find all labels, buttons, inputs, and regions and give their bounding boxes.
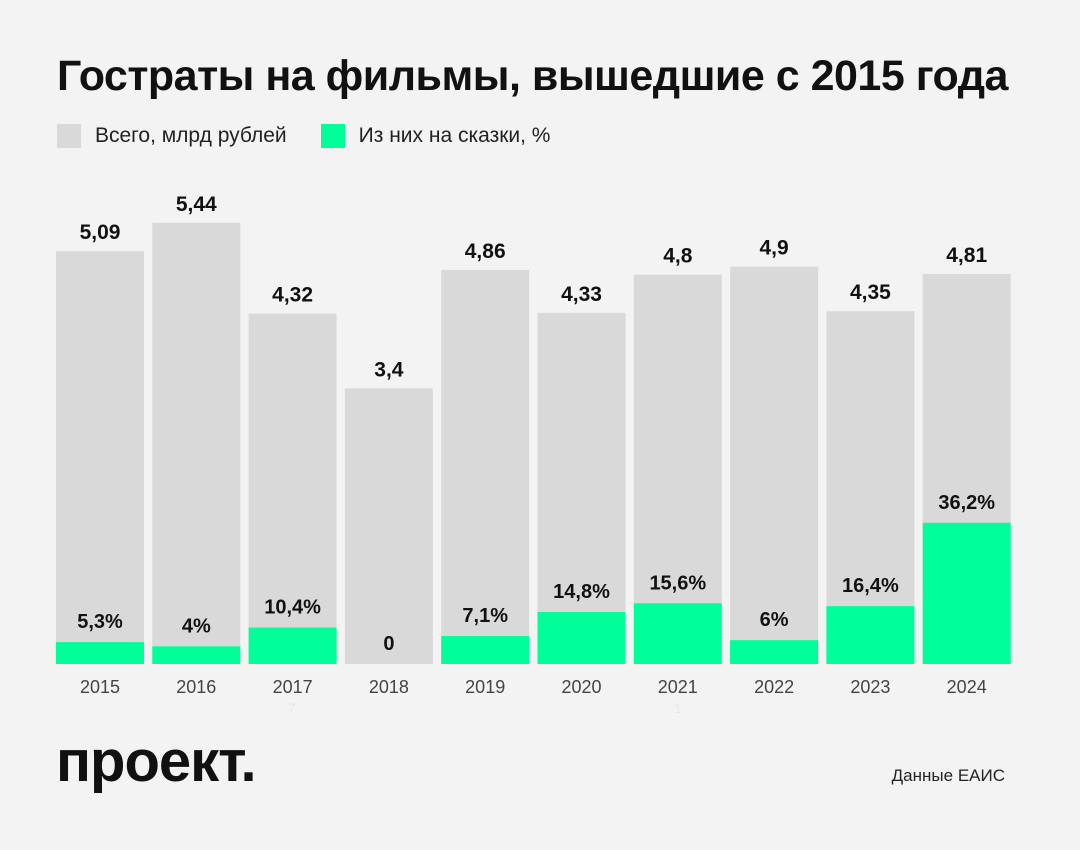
legend-item-total: Всего, млрд рублей [57,124,287,148]
label-fairy-2019: 7,1% [462,605,508,627]
label-total-2019: 4,86 [465,240,506,263]
bar-fairy-2022 [730,640,819,664]
x-tick-2022: 2022 [754,677,794,697]
bar-total-2016 [152,222,241,665]
label-total-2023: 4,35 [850,281,891,304]
bar-total-2018 [344,388,433,664]
x-tick-2024: 2024 [947,677,987,697]
source-note: Данные ЕАИС [891,766,1005,785]
label-total-2022: 4,9 [759,237,788,260]
x-tick-2017: 2017 [273,677,313,697]
label-fairy-2022: 6% [760,609,789,631]
x-tick-2018: 2018 [369,677,409,697]
faint-note-2017: 7 [288,700,296,716]
label-total-2018: 3,4 [374,358,404,381]
label-total-2015: 5,09 [80,221,121,244]
label-total-2016: 5,44 [176,193,217,216]
bar-fairy-2023 [826,606,915,664]
bar-total-2021 [633,274,722,664]
bar-fairy-2020 [537,612,626,664]
label-fairy-2018: 0 [383,633,394,655]
bar-fairy-2019 [441,636,530,664]
bar-fairy-2015 [56,642,144,664]
bar-total-2020 [537,312,626,664]
x-tick-2015: 2015 [80,677,120,697]
label-total-2017: 4,32 [272,284,313,307]
label-total-2021: 4,8 [663,245,693,268]
label-fairy-2023: 16,4% [842,575,899,597]
bar-total-2015 [56,251,144,664]
label-total-2024: 4,81 [946,244,987,267]
bar-fairy-2017 [248,627,337,664]
bar-total-2023 [826,311,915,664]
x-tick-2021: 2021 [658,677,698,697]
brand-logo: проект. [56,729,257,794]
faint-note-2021: 1 [674,700,682,716]
bar-total-2022 [730,266,819,664]
label-total-2020: 4,33 [561,283,602,306]
legend-swatch-fairy [320,124,345,148]
label-fairy-2015: 5,3% [77,611,123,633]
x-tick-2023: 2023 [850,677,890,697]
label-fairy-2016: 4% [182,615,211,637]
legend-label-fairy: Из них на сказки, % [358,124,551,147]
chart-title: Гострaты на фильмы, вышедшие с 2015 года [57,52,1008,100]
bar-chart: 5,09 5,3% 2015 5,44 4% 2016 4,32 10,4% 2017 3,4 0 2… [56,193,1011,697]
label-fairy-2024: 36,2% [938,492,995,514]
label-fairy-2020: 14,8% [553,581,610,603]
label-fairy-2017: 10,4% [264,597,321,619]
legend-swatch-total [57,124,81,148]
label-fairy-2021: 15,6% [649,572,706,594]
legend-item-fairy: Из них на сказки, % [320,124,551,148]
x-tick-2020: 2020 [561,677,601,697]
bar-fairy-2016 [152,646,241,664]
bar-fairy-2021 [633,603,722,664]
x-tick-2016: 2016 [176,677,216,697]
legend: Всего, млрд рублей Из них на сказки, % [57,124,550,148]
bar-total-2019 [441,269,530,664]
legend-label-total: Всего, млрд рублей [95,124,287,147]
bar-fairy-2024 [922,522,1011,664]
x-tick-2019: 2019 [465,677,505,697]
bar-total-2017 [248,313,337,664]
